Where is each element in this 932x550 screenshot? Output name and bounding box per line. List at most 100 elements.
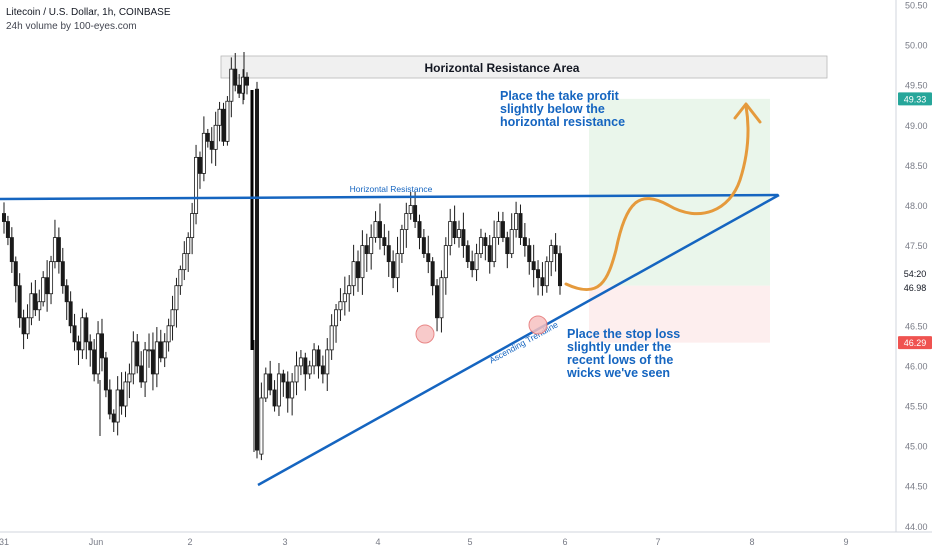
candle [487,235,492,274]
candle-body [194,156,199,214]
candle [325,338,330,392]
candle [209,127,214,164]
candle [298,350,303,376]
price-tick-label: 47.50 [905,241,928,251]
stop-loss-price-label-text: 46.29 [904,338,927,348]
candle [334,304,339,343]
candle [373,211,378,243]
horizontal-resistance-label: Horizontal Resistance [350,184,433,194]
candle [217,101,222,142]
countdown-label-bg [898,267,932,281]
candle-body [213,124,218,150]
candle [244,72,249,95]
candle-body [263,373,268,399]
candle-body [531,261,536,271]
take-profit-note-line: horizontal resistance [500,115,626,129]
candle [386,230,391,277]
candle [221,102,226,146]
candle [33,280,38,317]
time-tick-label: 2 [187,537,192,547]
time-axis: 31 Jun 2 3 4 5 6 7 8 9 [0,531,932,547]
candle [254,81,259,459]
candle-body [2,213,7,222]
take-profit-price-label-bg [898,92,932,106]
candle-body [88,341,93,351]
candle [404,202,409,248]
candle-body [514,213,519,230]
candle [531,244,536,288]
candle-body [225,100,230,142]
candle-body [221,108,226,142]
candle-body [448,221,453,246]
time-tick-label: 31 [0,537,9,547]
candle-body [285,381,290,399]
candle [399,224,404,263]
candle [496,211,501,245]
candle-body [386,245,391,263]
time-tick-label: 7 [655,537,660,547]
candle-body [369,237,374,255]
candle [483,232,488,261]
candle-body [290,381,295,399]
candle-body [166,325,171,343]
candle-body [492,237,497,263]
candle-body [408,205,413,214]
current-price-label: 46.98 [898,280,932,294]
candle-body [382,237,387,247]
price-tick-label: 50.50 [905,1,928,11]
candle-body [312,349,317,367]
candle-body [487,245,492,263]
projected-path-arrow [564,104,750,291]
candle [500,211,505,243]
candle-body [377,221,382,238]
candle [237,74,242,98]
candle [430,257,435,296]
candle [92,339,97,382]
take-profit-note: Place the take profit slightly below the… [500,90,625,129]
candle-body [544,261,549,287]
stop-loss-note-line: slightly under the [567,340,672,354]
time-tick-label: 9 [843,537,848,547]
candle-body [509,229,514,255]
price-tick-label: 48.50 [905,161,928,171]
candle-body [294,365,299,383]
candle [514,201,519,238]
candle [154,327,159,388]
candle [364,233,369,272]
candle [64,279,69,320]
candle [294,351,299,396]
candle [259,382,264,461]
candle-body [154,341,159,375]
candle [150,332,155,391]
candle [194,144,199,225]
candle [37,289,42,321]
price-tick-label: 46.50 [905,321,928,331]
candle [320,355,325,384]
current-price-label-text: 46.98 [904,283,927,293]
take-profit-price-label-text: 49.33 [904,94,927,104]
candle-body [342,293,347,303]
candle-body [209,140,214,150]
candle-body [435,285,440,319]
candle [391,250,396,289]
candle-body [443,245,448,279]
projected-path-arrowhead [733,102,762,124]
candle-body [33,293,38,311]
candle [166,318,171,352]
candle-body [373,221,378,238]
candle [80,308,85,359]
candle [170,295,175,341]
candle [285,371,290,413]
candle [174,277,179,328]
candle-body [92,349,97,375]
candle-body [272,389,277,407]
candle-body [68,301,73,327]
candle [347,275,352,312]
candle-body [421,237,426,255]
candle-body [522,237,527,247]
price-tick-label: 44.50 [905,482,928,492]
candle [143,341,148,398]
candle-body [150,349,155,375]
